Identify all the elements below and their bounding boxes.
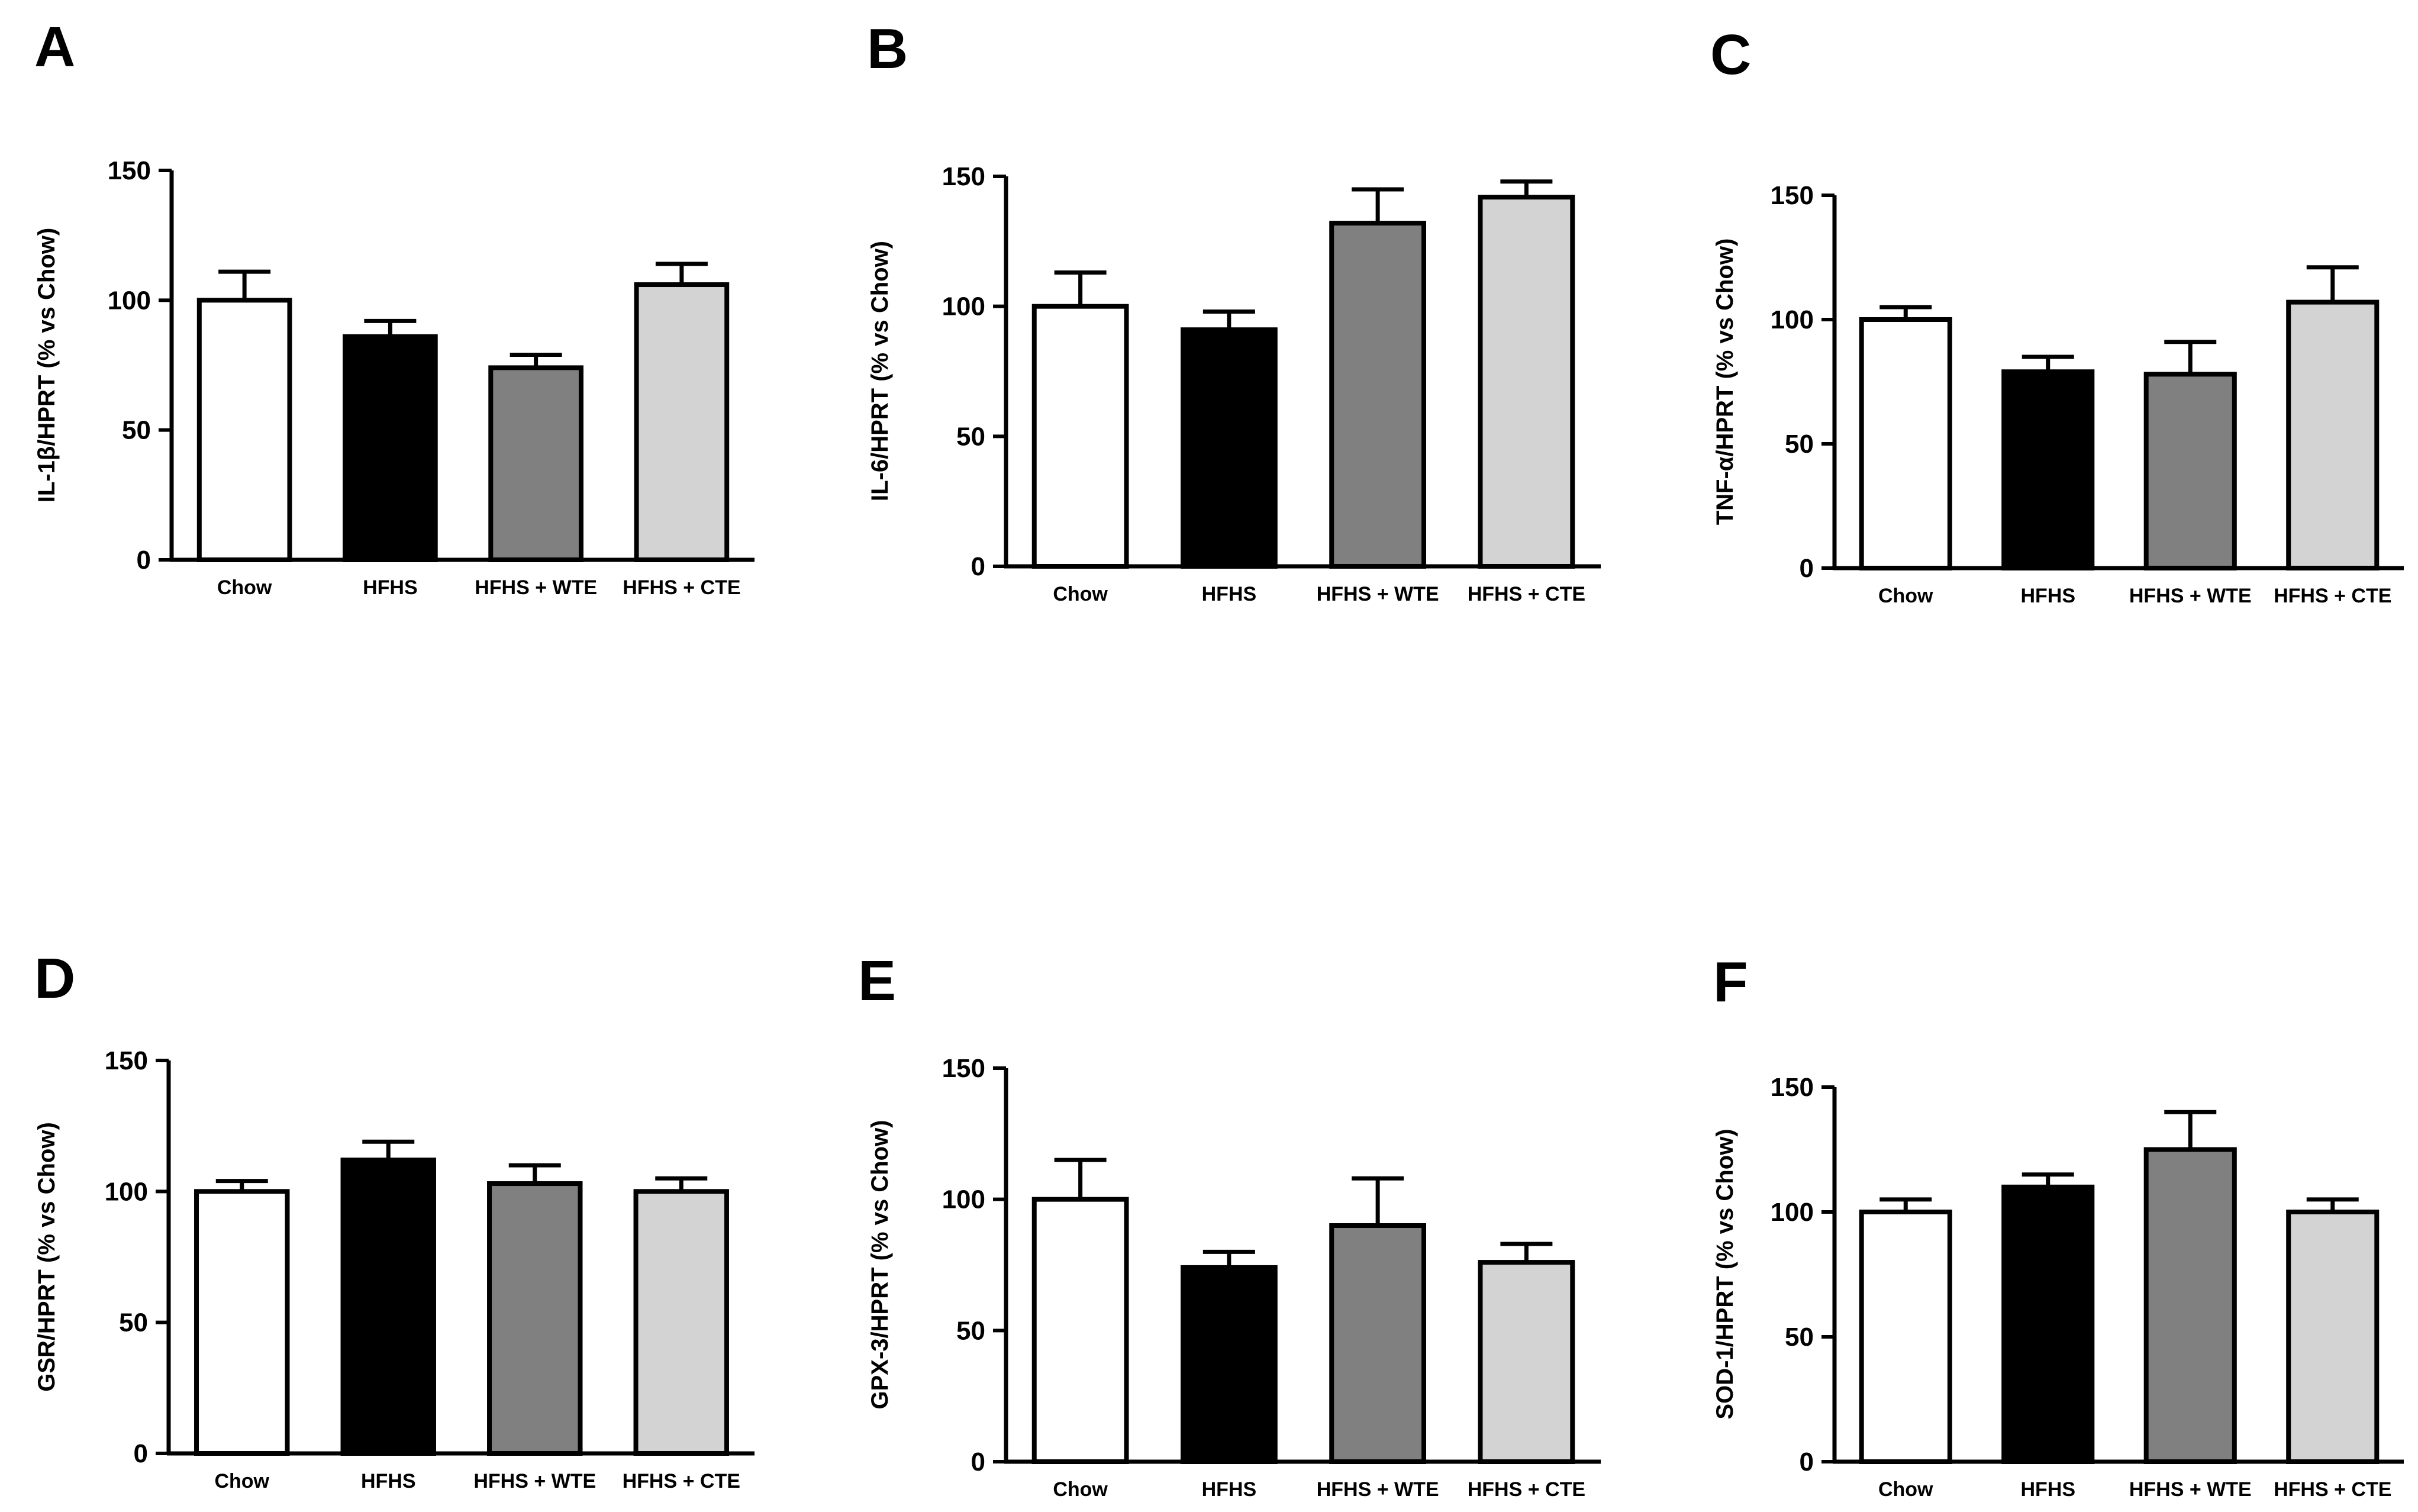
bar [1329, 1223, 1427, 1464]
y-tick-label: 150 [1771, 181, 1814, 210]
y-tick-label: 100 [108, 286, 151, 315]
y-axis-title: SOD-1/HPRT (% vs Chow) [1712, 1129, 1738, 1419]
x-tick-label: HFHS + WTE [2129, 585, 2252, 607]
x-tick-label: HFHS + WTE [2129, 1478, 2252, 1501]
bar [340, 1158, 436, 1456]
bar [1859, 317, 1952, 570]
y-axis-title: GSR/HPRT (% vs Chow) [34, 1122, 60, 1392]
panel-f: F SOD-1/HPRT (% vs Chow) 0 50 100 150 Chow HFHS… [1712, 950, 2404, 1501]
x-tick-label: HFHS + WTE [1317, 583, 1439, 605]
panel-label: E [858, 949, 896, 1013]
x-tick-label: HFHS [361, 1470, 416, 1492]
x-tick-label: Chow [1053, 1478, 1108, 1501]
x-tick-label: HFHS + CTE [1468, 1478, 1585, 1501]
x-tick-label: HFHS + CTE [1468, 583, 1585, 605]
bar [1180, 1265, 1278, 1465]
y-tick-label: 100 [105, 1177, 148, 1206]
y-tick-label: 150 [108, 156, 151, 185]
panel-label: F [1713, 950, 1748, 1014]
y-tick-label: 0 [1800, 1447, 1814, 1476]
panel-e: E GPX-3/HPRT (% vs Chow) 0 50 100 150 Chow HFHS… [858, 949, 1601, 1501]
x-tick-label: HFHS [2020, 1478, 2075, 1501]
panel-c: C TNF-α/HPRT (% vs Chow) 0 50 100 150 Chow HFHS… [1710, 23, 2404, 607]
bar [2001, 1184, 2095, 1465]
x-tick-label: Chow [1878, 1478, 1933, 1501]
y-tick-label: 0 [1800, 554, 1814, 583]
x-tick-label: HFHS + WTE [473, 1470, 596, 1492]
y-tick-label: 0 [971, 1447, 985, 1476]
bar [194, 1189, 290, 1456]
x-tick-label: HFHS [363, 576, 418, 599]
y-tick-label: 50 [119, 1308, 148, 1337]
bar [487, 1181, 583, 1456]
y-tick-label: 50 [1785, 430, 1814, 459]
x-tick-label: HFHS + CTE [623, 1470, 740, 1492]
x-tick-label: Chow [1053, 583, 1108, 605]
bar [2286, 299, 2380, 570]
y-tick-label: 0 [971, 552, 985, 581]
x-tick-label: Chow [217, 576, 272, 599]
y-tick-label: 100 [1771, 305, 1814, 334]
y-tick-label: 150 [942, 1054, 985, 1083]
x-tick-label: HFHS + CTE [623, 576, 740, 599]
panel-label: D [34, 947, 75, 1010]
panel-label: C [1710, 23, 1751, 86]
y-tick-label: 50 [956, 1316, 985, 1345]
y-tick-label: 150 [1771, 1073, 1814, 1102]
y-tick-label: 0 [134, 1439, 148, 1468]
x-tick-label: HFHS [1202, 583, 1257, 605]
x-tick-label: HFHS + WTE [1317, 1478, 1439, 1501]
bar [2143, 372, 2237, 571]
bar [1478, 195, 1575, 569]
x-tick-label: Chow [1878, 585, 1933, 607]
panel-b: B IL-6/HPRT (% vs Chow) 0 50 100 150 Chow HFHS H… [867, 17, 1601, 605]
bar [1031, 304, 1129, 569]
bar [488, 365, 583, 562]
x-tick-label: HFHS + CTE [2274, 585, 2391, 607]
y-tick-label: 50 [1785, 1323, 1814, 1352]
panel-a: A IL-1β/HPRT (% vs Chow) 0 50 100 150 Chow HFHS… [34, 15, 755, 599]
bar [1031, 1197, 1129, 1464]
bar [1478, 1260, 1575, 1464]
bar [633, 1189, 729, 1456]
y-axis-title: TNF-α/HPRT (% vs Chow) [1712, 238, 1738, 526]
panel-label: A [34, 15, 75, 79]
y-tick-label: 100 [942, 1185, 985, 1214]
bar [2143, 1147, 2237, 1464]
bar [343, 334, 438, 562]
bar [1329, 221, 1427, 569]
x-tick-label: HFHS + CTE [2274, 1478, 2391, 1501]
x-tick-label: Chow [214, 1470, 269, 1492]
panel-d: D GSR/HPRT (% vs Chow) 0 50 100 150 Chow HFHS HF… [34, 947, 755, 1492]
bar [2001, 369, 2095, 570]
bar [196, 298, 292, 562]
x-tick-label: HFHS + WTE [475, 576, 597, 599]
y-tick-label: 100 [942, 292, 985, 321]
y-tick-label: 150 [105, 1046, 148, 1075]
y-tick-label: 0 [137, 546, 151, 575]
y-axis-title: IL-1β/HPRT (% vs Chow) [34, 228, 60, 502]
y-tick-label: 100 [1771, 1198, 1814, 1227]
bar [1859, 1210, 1952, 1464]
y-tick-label: 150 [942, 162, 985, 191]
bar [1180, 327, 1278, 569]
y-tick-label: 50 [122, 416, 151, 445]
y-tick-label: 50 [956, 422, 985, 451]
x-tick-label: HFHS [2020, 585, 2075, 607]
y-axis-title: IL-6/HPRT (% vs Chow) [867, 241, 893, 501]
y-axis-title: GPX-3/HPRT (% vs Chow) [867, 1120, 893, 1410]
x-tick-label: HFHS [1202, 1478, 1257, 1501]
panel-label: B [867, 17, 908, 80]
bar [634, 282, 730, 562]
bar [2286, 1210, 2380, 1464]
